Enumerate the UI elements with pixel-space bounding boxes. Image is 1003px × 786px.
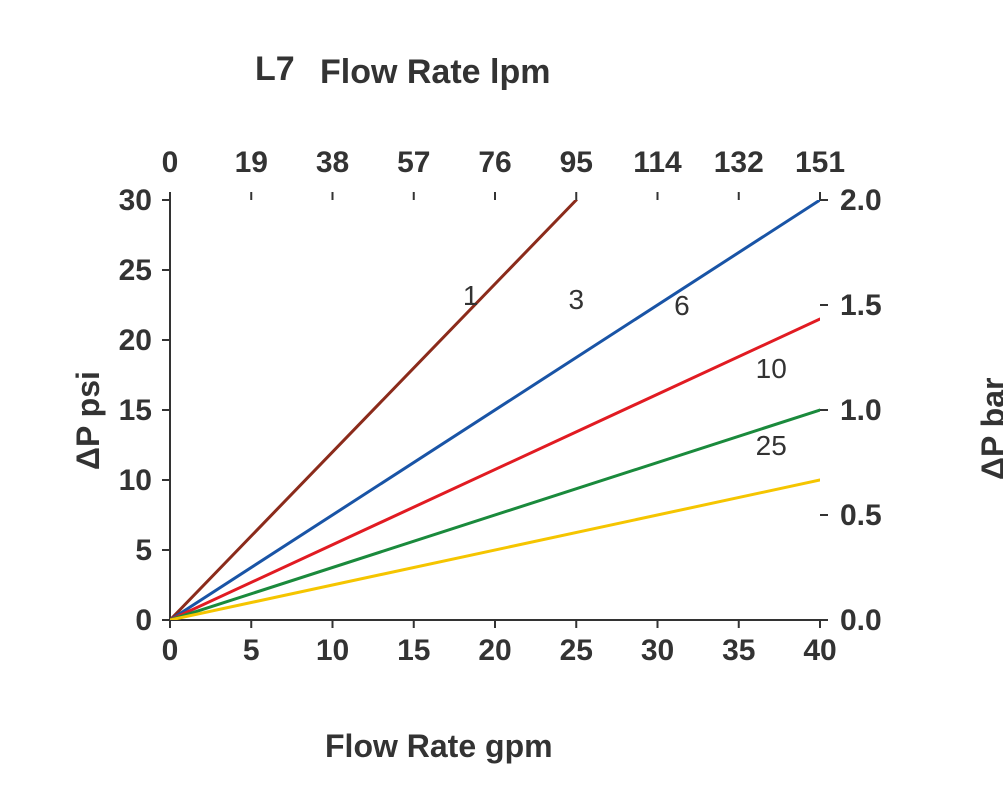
plot-svg: 0510152025303540019385776951141321510510… [0, 0, 1003, 786]
svg-text:0: 0 [162, 146, 179, 179]
svg-text:10: 10 [119, 464, 152, 497]
svg-text:114: 114 [633, 146, 682, 179]
svg-text:0.0: 0.0 [840, 604, 882, 637]
svg-text:15: 15 [397, 634, 430, 667]
svg-text:0: 0 [162, 634, 179, 667]
svg-text:10: 10 [316, 634, 349, 667]
series-label-25: 25 [756, 430, 787, 461]
svg-text:5: 5 [135, 534, 152, 567]
svg-text:19: 19 [235, 146, 268, 179]
chart-stage: L7 Flow Rate lpm ΔP psi ΔP bar Flow Rate… [0, 0, 1003, 786]
series-line-3 [170, 200, 820, 620]
svg-text:0: 0 [135, 604, 152, 637]
svg-text:2.0: 2.0 [840, 184, 882, 217]
svg-text:38: 38 [316, 146, 349, 179]
svg-text:15: 15 [119, 394, 152, 427]
svg-text:76: 76 [478, 146, 511, 179]
svg-text:1.0: 1.0 [840, 394, 882, 427]
svg-text:5: 5 [243, 634, 260, 667]
series-label-1: 1 [463, 280, 479, 311]
svg-text:40: 40 [803, 634, 836, 667]
svg-text:25: 25 [560, 634, 593, 667]
series-line-10 [170, 410, 820, 620]
series-line-1 [170, 200, 576, 620]
svg-text:132: 132 [714, 146, 764, 179]
svg-text:1.5: 1.5 [840, 289, 882, 322]
series-label-3: 3 [568, 284, 584, 315]
svg-text:151: 151 [795, 146, 845, 179]
series-label-6: 6 [674, 290, 690, 321]
svg-text:20: 20 [478, 634, 511, 667]
svg-text:35: 35 [722, 634, 755, 667]
svg-text:57: 57 [397, 146, 430, 179]
series-label-10: 10 [756, 353, 787, 384]
svg-text:0.5: 0.5 [840, 499, 882, 532]
svg-text:30: 30 [119, 184, 152, 217]
svg-text:25: 25 [119, 254, 152, 287]
svg-text:95: 95 [560, 146, 593, 179]
series-line-25 [170, 480, 820, 620]
svg-text:20: 20 [119, 324, 152, 357]
svg-text:30: 30 [641, 634, 674, 667]
series-line-6 [170, 319, 820, 620]
